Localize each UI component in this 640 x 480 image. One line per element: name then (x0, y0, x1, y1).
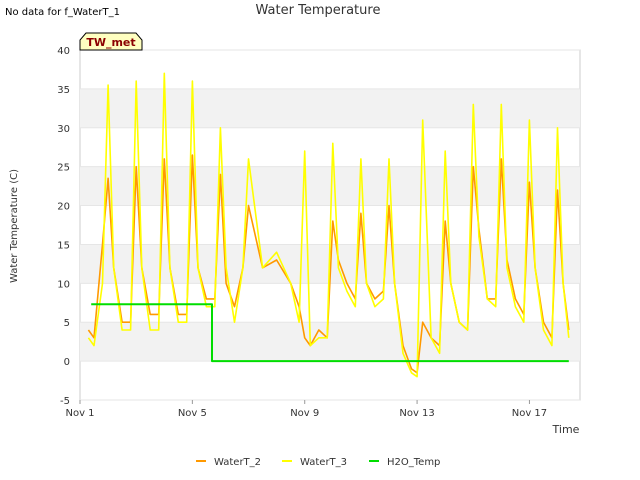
x-tick-label: Nov 17 (512, 408, 547, 419)
legend-label-watert-2: WaterT_2 (214, 457, 261, 468)
series-layer (87, 72, 570, 378)
y-axis-label: Water Temperature (C) (9, 169, 20, 283)
y-tick-label: 5 (64, 318, 70, 329)
legend-label-h2o-temp: H2O_Temp (387, 457, 440, 468)
grid-band (80, 88, 580, 128)
no-data-note: No data for f_WaterT_1 (5, 7, 120, 18)
series-line-h2o-temp (91, 303, 569, 363)
chart-title: Water Temperature (256, 3, 381, 18)
y-tick-label: 35 (57, 85, 70, 96)
y-tick-label: -5 (60, 396, 70, 407)
y-tick-label: 40 (57, 46, 70, 57)
y-tick-label: 10 (57, 279, 70, 290)
y-tick-labels: -5 0 5 10 15 20 25 30 35 40 (57, 46, 70, 407)
series-line-watert-3 (87, 72, 570, 378)
x-tick-label: Nov 9 (290, 408, 319, 419)
x-axis-label: Time (552, 423, 580, 436)
y-tick-label: 20 (57, 202, 70, 213)
x-tick-labels: Nov 1 Nov 5 Nov 9 Nov 13 Nov 17 (65, 400, 547, 419)
station-badge: TW_met (79, 32, 143, 51)
y-tick-label: 15 (57, 240, 70, 251)
x-tick-label: Nov 13 (399, 408, 434, 419)
y-tick-label: 30 (57, 124, 70, 135)
y-tick-label: 25 (57, 163, 70, 174)
x-tick-label: Nov 5 (178, 408, 207, 419)
legend: WaterT_2 WaterT_3 H2O_Temp (196, 457, 440, 468)
station-badge-label: TW_met (86, 36, 135, 49)
y-tick-label: 0 (64, 357, 70, 368)
x-tick-label: Nov 1 (65, 408, 94, 419)
grid-band (80, 322, 580, 362)
legend-label-watert-3: WaterT_3 (300, 457, 347, 468)
